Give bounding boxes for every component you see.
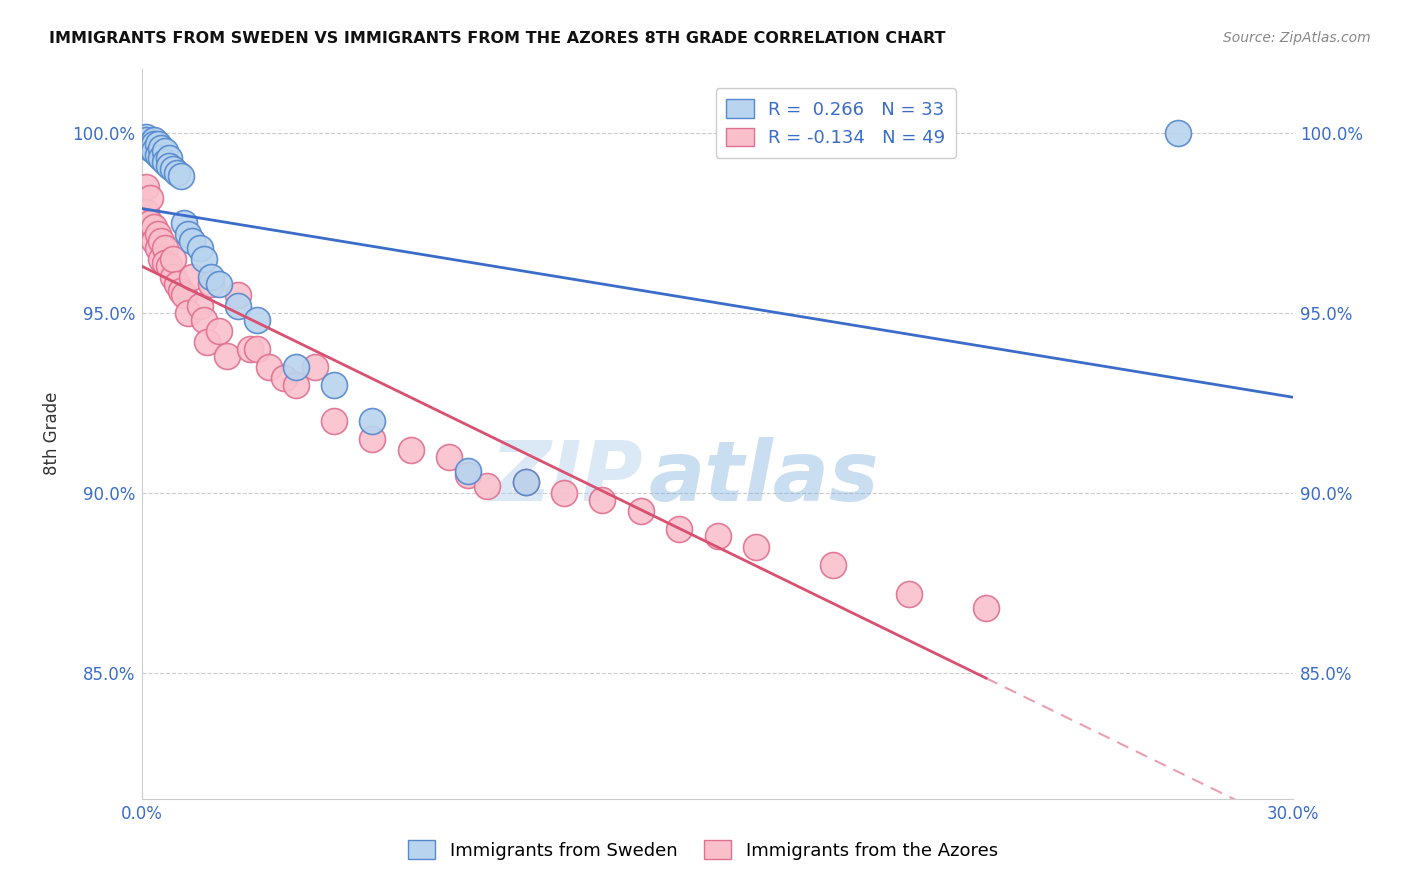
Point	[142, 136, 165, 151]
Point	[153, 241, 176, 255]
Point	[157, 260, 180, 274]
Point	[135, 133, 157, 147]
Point	[208, 277, 231, 292]
Point	[177, 227, 200, 241]
Point	[630, 504, 652, 518]
Point	[457, 467, 479, 482]
Point	[477, 478, 499, 492]
Point	[150, 152, 173, 166]
Point	[323, 378, 346, 392]
Point	[304, 359, 326, 374]
Point	[181, 234, 204, 248]
Point	[166, 277, 188, 292]
Point	[457, 464, 479, 478]
Point	[706, 529, 728, 543]
Point	[193, 252, 215, 266]
Point	[200, 277, 222, 292]
Point	[898, 586, 921, 600]
Point	[197, 334, 219, 349]
Point	[142, 219, 165, 234]
Point	[193, 313, 215, 327]
Point	[142, 234, 165, 248]
Point	[162, 252, 184, 266]
Legend: R =  0.266   N = 33, R = -0.134   N = 49: R = 0.266 N = 33, R = -0.134 N = 49	[716, 88, 956, 158]
Point	[208, 324, 231, 338]
Point	[150, 252, 173, 266]
Point	[592, 493, 614, 508]
Point	[146, 241, 169, 255]
Point	[821, 558, 844, 572]
Point	[153, 145, 176, 159]
Point	[146, 148, 169, 162]
Point	[239, 342, 262, 356]
Y-axis label: 8th Grade: 8th Grade	[44, 392, 60, 475]
Point	[200, 270, 222, 285]
Point	[177, 306, 200, 320]
Point	[668, 522, 690, 536]
Point	[162, 270, 184, 285]
Point	[246, 313, 269, 327]
Point	[157, 152, 180, 166]
Point	[173, 288, 195, 302]
Point	[215, 349, 238, 363]
Point	[135, 180, 157, 194]
Point	[437, 450, 460, 464]
Point	[135, 205, 157, 219]
Point	[515, 475, 537, 489]
Point	[974, 601, 997, 615]
Text: atlas: atlas	[648, 437, 879, 518]
Point	[1167, 126, 1189, 140]
Point	[226, 299, 249, 313]
Point	[246, 342, 269, 356]
Point	[553, 486, 575, 500]
Point	[139, 191, 162, 205]
Point	[515, 475, 537, 489]
Point	[284, 378, 307, 392]
Point	[273, 371, 295, 385]
Point	[135, 129, 157, 144]
Point	[150, 234, 173, 248]
Point	[188, 299, 211, 313]
Point	[323, 414, 346, 428]
Point	[361, 432, 384, 446]
Point	[139, 136, 162, 151]
Point	[139, 216, 162, 230]
Text: IMMIGRANTS FROM SWEDEN VS IMMIGRANTS FROM THE AZORES 8TH GRADE CORRELATION CHART: IMMIGRANTS FROM SWEDEN VS IMMIGRANTS FRO…	[49, 31, 946, 46]
Point	[361, 414, 384, 428]
Point	[169, 169, 191, 184]
Point	[142, 145, 165, 159]
Point	[142, 133, 165, 147]
Point	[150, 141, 173, 155]
Point	[162, 162, 184, 177]
Point	[153, 256, 176, 270]
Point	[153, 155, 176, 169]
Text: ZIP: ZIP	[491, 437, 643, 518]
Legend: Immigrants from Sweden, Immigrants from the Azores: Immigrants from Sweden, Immigrants from …	[401, 833, 1005, 867]
Point	[399, 442, 422, 457]
Point	[146, 227, 169, 241]
Point	[284, 359, 307, 374]
Point	[257, 359, 280, 374]
Point	[157, 159, 180, 173]
Point	[226, 288, 249, 302]
Point	[745, 540, 768, 554]
Point	[188, 241, 211, 255]
Point	[146, 136, 169, 151]
Point	[169, 285, 191, 299]
Point	[173, 216, 195, 230]
Point	[181, 270, 204, 285]
Point	[139, 141, 162, 155]
Text: Source: ZipAtlas.com: Source: ZipAtlas.com	[1223, 31, 1371, 45]
Point	[166, 166, 188, 180]
